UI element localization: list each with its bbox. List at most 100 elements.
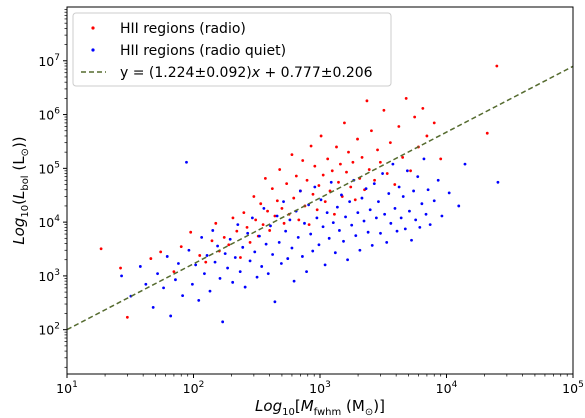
- point-radio-quiet: [368, 208, 372, 212]
- point-radio-quiet: [319, 198, 323, 202]
- point-radio: [439, 157, 443, 161]
- point-radio: [353, 198, 357, 202]
- point-radio-quiet: [255, 275, 259, 279]
- point-radio: [172, 270, 176, 274]
- point-radio: [339, 162, 342, 166]
- point-radio-quiet: [243, 285, 247, 289]
- point-radio-quiet: [383, 212, 387, 216]
- point-radio-quiet: [231, 280, 235, 284]
- point-radio: [401, 155, 405, 159]
- point-radio-quiet: [389, 221, 393, 225]
- point-radio-quiet: [354, 234, 358, 238]
- point-radio: [404, 96, 408, 100]
- point-radio-quiet: [408, 209, 411, 213]
- point-radio-quiet: [286, 257, 290, 260]
- point-radio-quiet: [305, 270, 308, 274]
- point-radio-quiet: [203, 272, 206, 276]
- legend-label-fit: y = (1.224±0.092)x + 0.777±0.206: [120, 65, 373, 81]
- point-radio-quiet: [420, 202, 424, 206]
- x-tick-label: 105: [562, 380, 584, 396]
- point-radio: [311, 192, 315, 196]
- point-radio-quiet: [211, 229, 215, 232]
- x-axis-label: Log10[Mfwhm (M⊙)]: [255, 397, 385, 418]
- point-radio: [382, 108, 386, 112]
- point-radio-quiet: [277, 240, 281, 244]
- point-radio-quiet: [364, 187, 368, 191]
- point-radio-quiet: [338, 229, 341, 232]
- point-radio: [333, 212, 336, 216]
- point-radio-quiet: [418, 225, 422, 229]
- point-radio-quiet: [269, 224, 272, 228]
- point-radio: [337, 180, 340, 184]
- point-radio-quiet: [391, 162, 395, 166]
- point-radio: [319, 134, 323, 138]
- point-radio-quiet: [331, 221, 335, 225]
- point-radio-quiet: [496, 180, 500, 184]
- point-radio-quiet: [342, 239, 345, 243]
- point-radio: [235, 229, 239, 233]
- point-radio-quiet: [385, 240, 389, 244]
- point-radio-quiet: [399, 216, 403, 220]
- x-tick-label: 104: [436, 380, 458, 396]
- point-radio: [317, 184, 321, 187]
- point-radio-quiet: [329, 180, 333, 184]
- point-radio-quiet: [273, 300, 277, 304]
- point-radio-quiet: [264, 242, 268, 246]
- point-radio: [263, 177, 267, 180]
- point-radio: [248, 240, 252, 244]
- legend-box: [72, 12, 392, 87]
- point-radio-quiet: [226, 266, 229, 270]
- point-radio-quiet: [213, 260, 217, 264]
- point-radio-quiet: [414, 218, 418, 222]
- point-radio: [278, 168, 282, 171]
- point-radio-quiet: [162, 286, 165, 290]
- point-radio: [485, 131, 489, 135]
- point-radio-quiet: [381, 172, 384, 175]
- point-radio: [393, 183, 397, 186]
- point-radio-quiet: [218, 276, 222, 280]
- point-radio-quiet: [335, 205, 339, 209]
- point-radio-quiet: [323, 263, 327, 267]
- point-radio: [343, 121, 346, 125]
- point-radio: [385, 172, 389, 175]
- point-radio-quiet: [403, 227, 407, 231]
- point-radio-quiet: [156, 272, 159, 276]
- point-radio: [425, 134, 429, 138]
- point-radio-quiet: [412, 189, 415, 193]
- point-radio-quiet: [397, 185, 401, 189]
- point-radio: [356, 137, 359, 141]
- point-radio-quiet: [317, 243, 321, 247]
- point-radio-quiet: [120, 274, 123, 278]
- legend-label-radio: HII regions (radio): [120, 21, 246, 37]
- point-radio: [388, 141, 392, 145]
- legend-marker-quiet: [91, 48, 95, 52]
- point-radio: [421, 107, 425, 110]
- data-points-layer: [99, 64, 500, 324]
- point-radio: [227, 243, 231, 247]
- y-tick-label: 104: [38, 214, 60, 230]
- point-radio: [370, 129, 373, 133]
- point-radio-quiet: [208, 289, 212, 293]
- point-radio: [409, 169, 412, 173]
- point-radio-quiet: [321, 225, 325, 229]
- point-radio: [321, 173, 325, 177]
- point-radio: [282, 221, 286, 225]
- point-radio: [189, 230, 193, 234]
- point-radio-quiet: [151, 305, 155, 309]
- point-radio: [210, 239, 214, 243]
- fit-line: [66, 65, 574, 331]
- point-radio-quiet: [362, 219, 366, 223]
- point-radio-quiet: [370, 243, 374, 247]
- point-radio-quiet: [250, 216, 254, 220]
- point-radio-quiet: [309, 232, 313, 236]
- point-radio: [367, 168, 371, 171]
- point-radio-quiet: [236, 223, 240, 226]
- point-radio-quiet: [348, 200, 352, 204]
- point-radio: [266, 209, 269, 213]
- point-radio-quiet: [248, 259, 252, 263]
- point-radio-quiet: [144, 282, 148, 286]
- point-radio: [239, 256, 242, 259]
- point-radio-quiet: [228, 237, 232, 241]
- point-radio: [198, 254, 202, 257]
- point-radio-quiet: [303, 221, 306, 225]
